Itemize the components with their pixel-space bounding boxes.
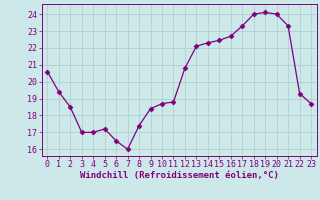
X-axis label: Windchill (Refroidissement éolien,°C): Windchill (Refroidissement éolien,°C) [80,171,279,180]
